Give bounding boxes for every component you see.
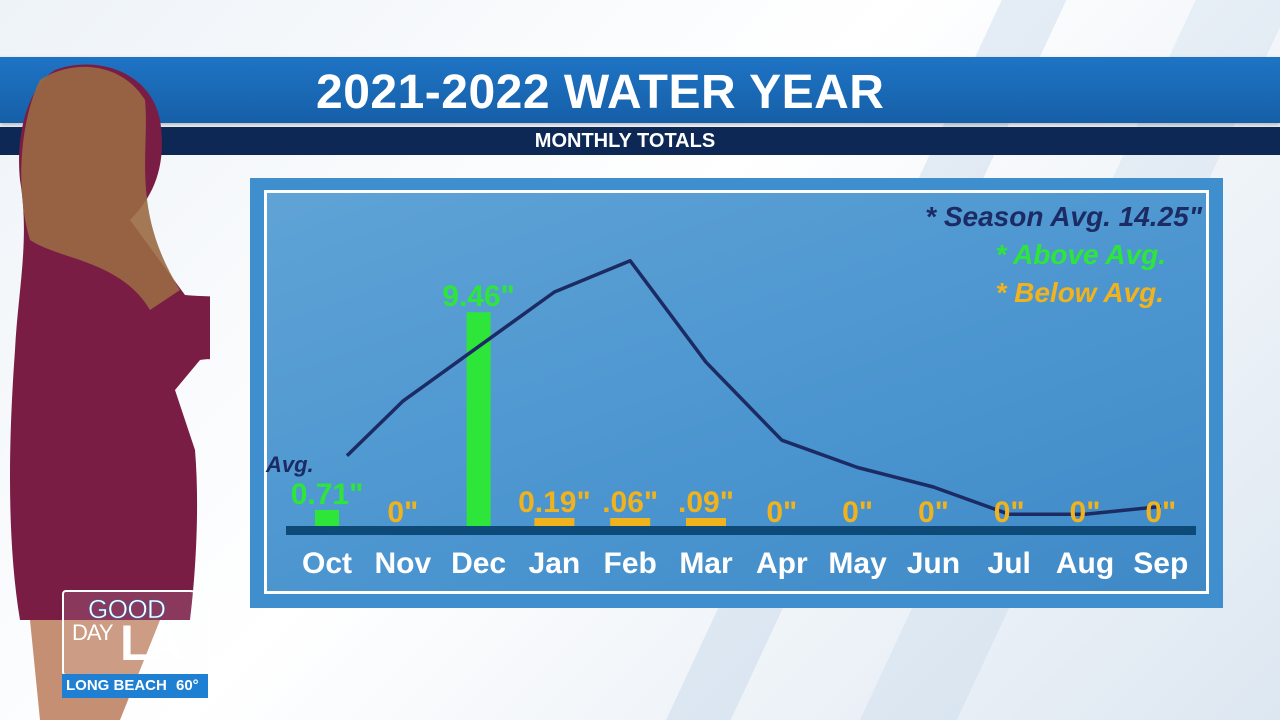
bar-mar: [686, 518, 726, 526]
month-label-nov: Nov: [374, 547, 431, 580]
legend-season-avg: * Season Avg. 14.25": [925, 201, 1203, 232]
chart-subtitle: MONTHLY TOTALS: [534, 130, 716, 152]
subtitle-bar: [0, 127, 1280, 155]
chart-title: 2021-2022 WATER YEAR: [316, 66, 885, 119]
value-label-dec: 9.46": [442, 280, 515, 313]
value-label-jul: 0": [994, 496, 1025, 529]
value-label-nov: 0": [387, 496, 418, 529]
month-label-may: May: [828, 547, 887, 580]
month-label-jan: Jan: [529, 547, 581, 580]
value-label-mar: .09": [678, 486, 734, 519]
month-label-sep: Sep: [1133, 547, 1188, 580]
location-bar: [62, 674, 208, 698]
value-label-jan: 0.19": [518, 486, 591, 519]
month-label-jun: Jun: [907, 547, 960, 580]
value-label-feb: .06": [602, 486, 658, 519]
legend-above-avg: * Above Avg.: [995, 239, 1166, 270]
month-label-oct: Oct: [302, 547, 352, 580]
value-label-oct: 0.71": [291, 478, 364, 511]
month-label-aug: Aug: [1056, 547, 1114, 580]
bar-feb: [610, 518, 651, 526]
month-label-apr: Apr: [756, 547, 808, 580]
month-label-dec: Dec: [451, 547, 506, 580]
logo-frame: [62, 590, 210, 676]
presenter-silhouette: [10, 64, 210, 720]
month-label-feb: Feb: [604, 547, 657, 580]
station-logo: GOOD DAY LA LONG BEACH 60°: [62, 590, 210, 698]
value-label-may: 0": [842, 496, 873, 529]
logo-good-text: GOOD: [88, 594, 166, 625]
logo-day-text: DAY: [72, 620, 114, 645]
legend-below-avg: * Below Avg.: [995, 277, 1164, 308]
value-label-jun: 0": [918, 496, 949, 529]
season-average-line: [345, 259, 1161, 517]
value-label-aug: 0": [1070, 496, 1101, 529]
month-label-mar: Mar: [679, 547, 733, 580]
bar-oct: [315, 509, 339, 526]
location-label: LONG BEACH: [66, 677, 167, 694]
value-label-apr: 0": [766, 496, 797, 529]
temperature-label: 60°: [176, 677, 199, 694]
bar-dec: [466, 312, 491, 526]
month-label-jul: Jul: [988, 547, 1031, 580]
logo-la-text: LA: [120, 615, 184, 671]
avg-label: Avg.: [265, 452, 314, 477]
value-label-sep: 0": [1145, 496, 1176, 529]
chart-baseline: [286, 526, 1196, 535]
bar-jan: [534, 518, 575, 526]
title-bar: [0, 57, 1280, 123]
